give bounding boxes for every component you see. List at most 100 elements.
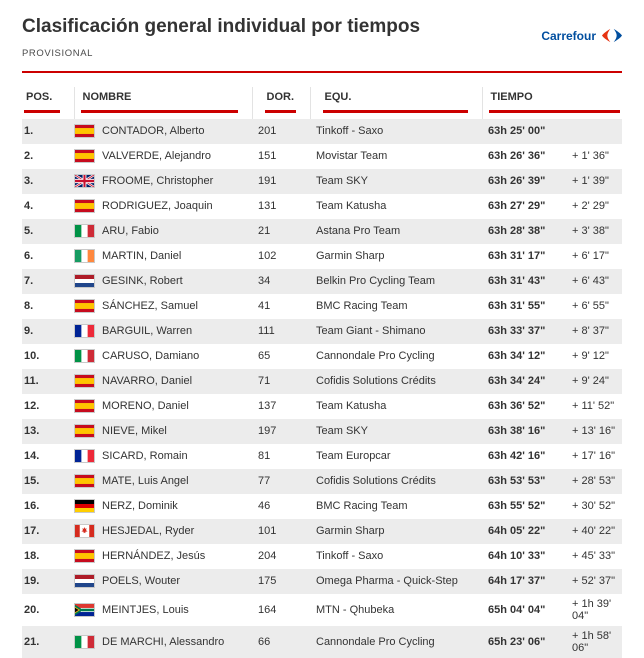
team-cell: Team Europcar (316, 450, 391, 463)
header-pos: POS. (22, 87, 74, 119)
table-row: 20. MEINTJES, Louis 164 MTN - Qhubeka 65h 04… (22, 594, 622, 626)
dorsal-cell: 21 (258, 225, 271, 238)
dorsal-cell: 151 (258, 150, 277, 163)
rider-name: NAVARRO, Daniel (102, 375, 193, 388)
dorsal-cell: 175 (258, 575, 277, 588)
time-cell: 64h 10' 33" (488, 550, 546, 563)
rider-name: CONTADOR, Alberto (102, 125, 205, 138)
gap-cell: + 1h 39' 04" (572, 597, 612, 622)
time-cell: 63h 34' 24" (488, 375, 546, 388)
page-header: Clasificación general individual por tie… (22, 16, 622, 59)
rider-cell: RODRIGUEZ, Joaquin (74, 194, 252, 219)
gap-cell: + 2' 29" (572, 200, 609, 213)
table-row: 18. HERNÁNDEZ, Jesús 204 Tinkoff - Saxo 64h … (22, 544, 622, 569)
table-row: 2. VALVERDE, Alejandro 151 Movistar Team 63h… (22, 144, 622, 169)
table-row: 16. NERZ, Dominik 46 BMC Racing Team 63h 55'… (22, 494, 622, 519)
gap-cell: + 28' 53" (572, 475, 616, 488)
rider-name: GESINK, Robert (102, 275, 183, 288)
rider-name: MARTIN, Daniel (102, 250, 182, 263)
header-dorsal: DOR. (251, 86, 310, 119)
position-cell: 10. (24, 350, 40, 363)
time-cell: 63h 33' 37" (488, 325, 546, 338)
rider-cell: NAVARRO, Daniel (74, 369, 252, 394)
flag-icon-esp (74, 424, 95, 439)
rider-name: MATE, Luis Angel (102, 475, 189, 488)
rider-cell: MATE, Luis Angel (74, 469, 252, 494)
position-cell: 5. (24, 225, 34, 238)
team-cell: MTN - Qhubeka (316, 603, 395, 616)
table-row: 13. NIEVE, Mikel 197 Team SKY 63h 38' 16" + 1… (22, 418, 622, 444)
gap-cell: + 8' 37" (572, 325, 609, 338)
rider-cell: MORENO, Daniel (74, 394, 252, 419)
time-cell: 64h 05' 22" (488, 525, 546, 538)
rider-cell: NERZ, Dominik (74, 494, 252, 519)
time-cell: 65h 23' 06" (488, 635, 546, 648)
rider-cell: POELS, Wouter (74, 569, 252, 594)
rider-name: HERNÁNDEZ, Jesús (102, 550, 206, 563)
rider-name: RODRIGUEZ, Joaquin (102, 200, 213, 213)
title-block: Clasificación general individual por tie… (22, 16, 420, 59)
table-row: 3. FROOME, Christopher 191 Team SKY 63h 26' … (22, 168, 622, 194)
flag-icon-esp (74, 199, 95, 214)
time-cell: 65h 04' 04" (488, 603, 546, 616)
flag-icon-irl (74, 249, 95, 264)
flag-icon-esp (74, 124, 95, 139)
gap-cell: + 9' 24" (572, 375, 609, 388)
position-cell: 15. (24, 475, 40, 488)
rider-cell: SICARD, Romain (74, 444, 252, 469)
team-cell: Cofidis Solutions Crédits (316, 375, 436, 388)
table-row: 15. MATE, Luis Angel 77 Cofidis Solutions C… (22, 468, 622, 494)
dorsal-cell: 201 (258, 125, 277, 138)
dorsal-cell: 77 (258, 475, 271, 488)
flag-icon-rsa (74, 602, 95, 617)
rider-name: HESJEDAL, Ryder (102, 525, 195, 538)
dorsal-cell: 71 (258, 375, 271, 388)
team-cell: Belkin Pro Cycling Team (316, 275, 436, 288)
table-row: 11. NAVARRO, Daniel 71 Cofidis Solutions Cr… (22, 368, 622, 394)
team-cell: Tinkoff - Saxo (316, 125, 384, 138)
time-cell: 63h 26' 36" (488, 150, 546, 163)
time-cell: 63h 31' 17" (488, 250, 546, 263)
carrefour-wordmark: Carrefour (541, 28, 596, 43)
position-cell: 20. (24, 603, 40, 616)
rider-cell: MARTIN, Daniel (74, 244, 252, 269)
rider-name: CARUSO, Damiano (102, 350, 200, 363)
flag-icon-esp (74, 399, 95, 414)
rider-cell: NIEVE, Mikel (74, 419, 252, 444)
time-cell: 63h 31' 43" (488, 275, 546, 288)
time-cell: 63h 53' 53" (488, 475, 546, 488)
gap-cell: + 1h 58' 06" (572, 629, 612, 654)
dorsal-cell: 204 (258, 550, 277, 563)
position-cell: 3. (24, 175, 34, 188)
time-cell: 63h 25' 00" (488, 125, 546, 138)
page-title: Clasificación general individual por tie… (22, 16, 421, 37)
gap-cell (564, 119, 622, 144)
position-cell: 19. (24, 575, 40, 588)
gap-cell: + 13' 16" (572, 425, 616, 438)
rider-cell: CARUSO, Damiano (74, 344, 252, 369)
position-cell: 14. (24, 450, 40, 463)
rider-name: ARU, Fabio (102, 225, 159, 238)
dorsal-cell: 46 (258, 500, 271, 513)
table-row: 12. MORENO, Daniel 137 Team Katusha 63h 36' … (22, 394, 622, 419)
dorsal-cell: 81 (258, 450, 271, 463)
rider-cell: DE MARCHI, Alessandro (74, 626, 252, 658)
rider-cell: VALVERDE, Alejandro (74, 144, 252, 169)
time-cell: 63h 55' 52" (488, 500, 546, 513)
team-cell: BMC Racing Team (316, 500, 408, 513)
standings-body: 1. CONTADOR, Alberto 201 Tinkoff - Saxo 63h … (22, 118, 622, 658)
gap-cell: + 9' 12" (572, 350, 609, 363)
time-cell: 63h 31' 55" (488, 300, 546, 313)
dorsal-cell: 137 (258, 400, 277, 413)
gap-cell: + 45' 33" (572, 550, 616, 563)
rider-name: POELS, Wouter (102, 575, 181, 588)
top-divider (22, 70, 622, 73)
rider-name: NIEVE, Mikel (102, 425, 167, 438)
rider-cell: GESINK, Robert (74, 269, 252, 294)
rider-name: MEINTJES, Louis (102, 603, 189, 616)
time-cell: 63h 42' 16" (488, 450, 546, 463)
carrefour-logo[interactable]: Carrefour (541, 28, 622, 43)
time-cell: 63h 26' 39" (488, 175, 546, 188)
dorsal-cell: 111 (258, 325, 275, 338)
